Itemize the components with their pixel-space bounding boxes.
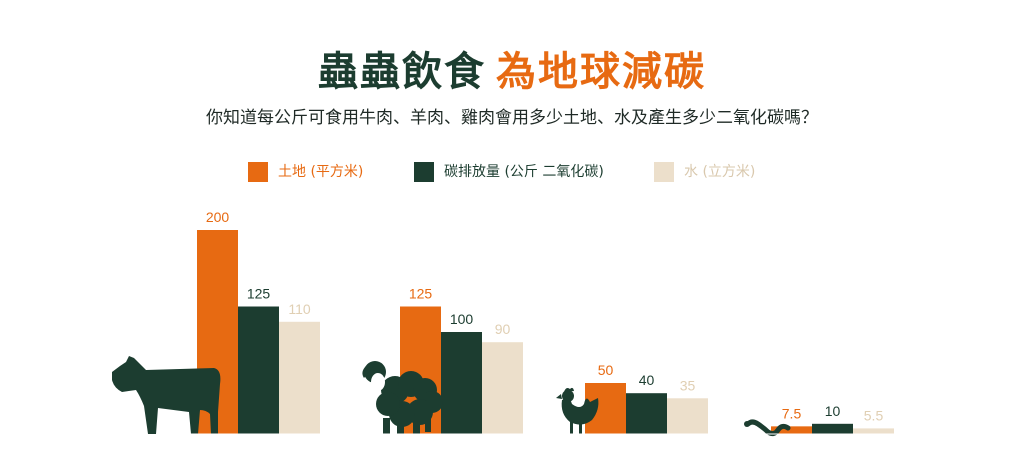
bar-carbon-2 (626, 393, 667, 434)
data-label-water-3: 5.5 (864, 407, 884, 423)
data-label-carbon-3: 10 (825, 403, 841, 419)
legend: 土地 (平方米) 碳排放量 (公斤 二氧化碳) 水 (立方米) (0, 160, 1024, 184)
data-label-carbon-0: 125 (247, 286, 271, 302)
worm-icon (744, 419, 791, 437)
chart-subtitle: 你知道每公斤可食用牛肉、羊肉、雞肉會用多少土地、水及產生多少二氧化碳嗎？ (206, 108, 818, 128)
data-label-land-2: 50 (598, 362, 614, 378)
data-label-carbon-2: 40 (639, 372, 655, 388)
bar-water-1 (482, 342, 523, 434)
title-part1: 蟲蟲飲食 (318, 49, 486, 95)
bar-carbon-0 (238, 306, 279, 434)
legend-swatch-water (654, 162, 674, 182)
chicken-icon (556, 387, 599, 434)
cow-icon (112, 356, 221, 434)
bar-water-0 (279, 321, 320, 434)
legend-item-land: 土地 (平方米) (248, 160, 363, 184)
legend-label-water: 水 (立方米) (684, 164, 756, 180)
data-label-land-1: 125 (409, 286, 433, 302)
data-label-land-3: 7.5 (782, 405, 802, 421)
bar-water-2 (667, 398, 708, 434)
legend-label-land: 土地 (平方米) (278, 164, 364, 180)
bar-carbon-3 (812, 423, 853, 434)
data-label-water-1: 90 (495, 321, 511, 337)
legend-item-carbon: 碳排放量 (公斤 二氧化碳) (414, 160, 604, 184)
legend-label-carbon: 碳排放量 (公斤 二氧化碳) (444, 164, 604, 180)
legend-swatch-land (248, 162, 268, 182)
data-label-land-0: 200 (206, 209, 230, 225)
labels-layer: 200 125 110 125 100 90 50 40 35 7.5 10 5.5 (206, 209, 884, 423)
legend-item-water: 水 (立方米) (654, 160, 755, 184)
data-label-water-2: 35 (680, 377, 696, 393)
data-label-water-0: 110 (288, 301, 311, 317)
bar-land-3 (771, 426, 812, 434)
data-label-carbon-1: 100 (450, 311, 474, 327)
sheep-icon (362, 361, 443, 434)
legend-swatch-carbon (414, 162, 434, 182)
chart-title: 蟲蟲飲食 為地球減碳 (0, 44, 1024, 100)
bar-water-3 (853, 428, 894, 434)
bar-carbon-1 (441, 332, 482, 434)
bars-layer (197, 230, 894, 434)
title-part2: 為地球減碳 (496, 49, 706, 95)
